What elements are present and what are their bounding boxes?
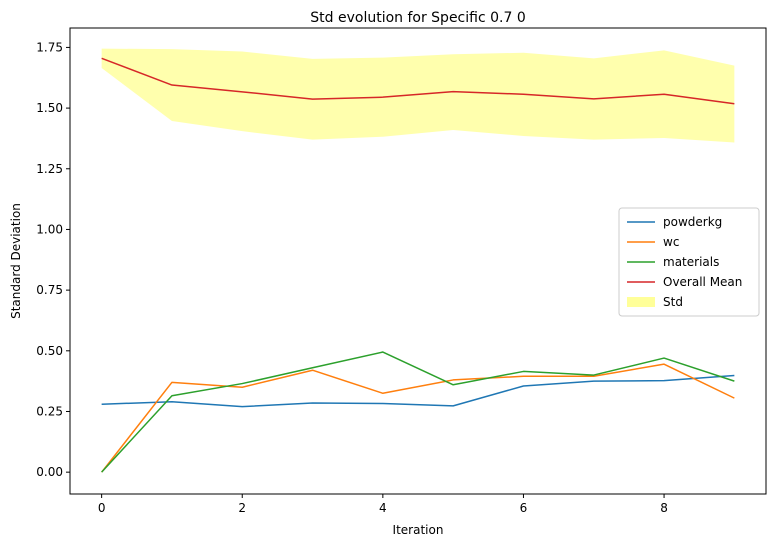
series-line-overall-mean: [101, 57, 735, 105]
series-line-materials: [101, 351, 735, 473]
x-tick-label: 6: [520, 501, 528, 515]
y-axis-ticks: 0.00 0.25 0.50 0.75 1.00 1.25 1.50 1.75: [36, 40, 70, 479]
x-tick-label: 0: [98, 501, 106, 515]
x-tick-label: 4: [379, 501, 387, 515]
legend-box: [618, 207, 760, 317]
y-tick-label: 0.50: [36, 344, 63, 358]
x-axis-ticks: 0 2 4 6 8: [98, 494, 668, 515]
legend-label-wc: wc: [663, 235, 679, 249]
y-tick-label: 0.75: [36, 283, 63, 297]
legend-label-std: Std: [663, 295, 683, 309]
plot-frame: [69, 27, 767, 495]
series-layer: [101, 57, 735, 473]
y-axis-label: Standard Deviation: [9, 203, 23, 319]
y-tick-label: 1.00: [36, 222, 63, 236]
y-tick-label: 1.50: [36, 101, 63, 115]
y-tick-label: 0.00: [36, 465, 63, 479]
x-axis-label: Iteration: [393, 523, 444, 537]
std-band: [101, 48, 735, 143]
y-tick-label: 0.25: [36, 404, 63, 418]
series-line-wc: [101, 363, 735, 473]
y-tick-label: 1.25: [36, 162, 63, 176]
legend: powderkg wc materials Overall Mean Std: [618, 207, 760, 317]
legend-swatch-std: [627, 297, 655, 307]
std-band-layer: [101, 48, 735, 143]
legend-label-materials: materials: [663, 255, 719, 269]
legend-label-overall-mean: Overall Mean: [663, 275, 742, 289]
legend-label-powderkg: powderkg: [663, 215, 722, 229]
chart-title: Std evolution for Specific 0.7 0: [310, 10, 525, 26]
y-tick-label: 1.75: [36, 40, 63, 54]
x-tick-label: 2: [238, 501, 246, 515]
series-line-powderkg: [101, 374, 735, 408]
x-tick-label: 8: [660, 501, 668, 515]
